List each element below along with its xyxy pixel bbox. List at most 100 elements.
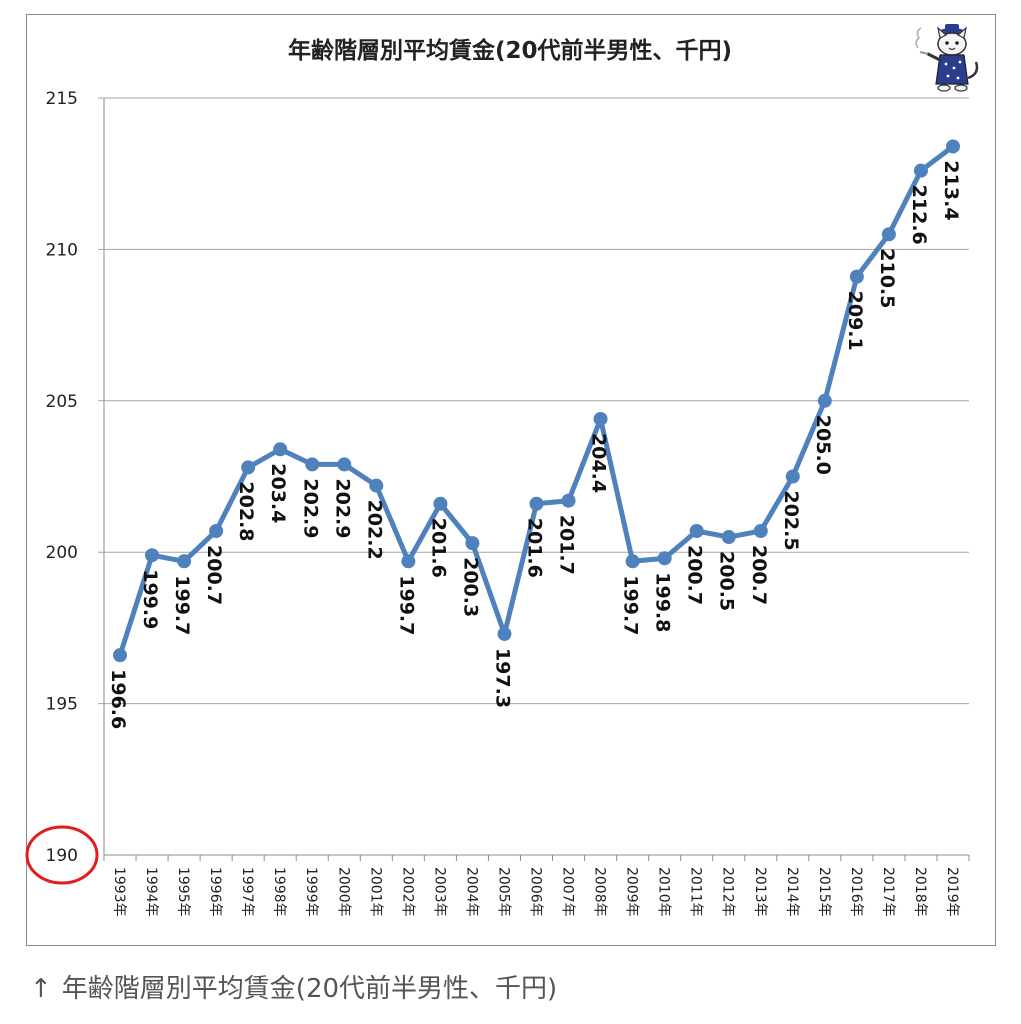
data-label: 199.7 xyxy=(620,575,642,635)
y-tick-label: 190 xyxy=(46,846,78,866)
x-tick-label: 2008年 xyxy=(592,867,608,917)
x-tick-label: 1993年 xyxy=(111,867,127,917)
chart-title: 年齢階層別平均賃金(20代前半男性、千円) xyxy=(288,37,732,64)
x-tick-label: 2013年 xyxy=(752,867,768,917)
data-label: 199.8 xyxy=(652,572,674,632)
cat-mascot-icon xyxy=(915,24,979,92)
data-label: 205.0 xyxy=(812,415,834,475)
y-tick-label: 210 xyxy=(46,240,78,260)
data-labels: 196.6 199.9 199.7 200.7 202.8 203.4 202.9 202.9… xyxy=(107,160,962,729)
x-tick-label: 2000年 xyxy=(335,867,351,917)
data-label: 201.6 xyxy=(524,518,546,578)
x-tick-label: 2015年 xyxy=(816,867,832,917)
data-label: 201.7 xyxy=(556,515,578,575)
y-tick-label: 200 xyxy=(46,543,78,563)
data-point xyxy=(113,648,128,663)
caption: ↑ 年齢階層別平均賃金(20代前半男性、千円) xyxy=(30,968,557,1005)
x-tick-label: 1994年 xyxy=(143,867,159,917)
highlight-circle xyxy=(25,825,99,885)
x-tick-label: 2006年 xyxy=(528,867,544,917)
data-label: 199.7 xyxy=(395,575,417,635)
axes: 190 195 200 205 210 215 1993年 1994年 1995年 1996年 19… xyxy=(46,89,970,917)
x-tick-label: 1999年 xyxy=(303,867,319,917)
x-tick-label: 2016年 xyxy=(848,867,864,917)
x-tick-label: 2007年 xyxy=(560,867,576,917)
data-label: 209.1 xyxy=(844,291,866,351)
annotations xyxy=(25,825,99,885)
data-label: 213.4 xyxy=(940,160,962,220)
x-tick-label: 2003年 xyxy=(431,867,447,917)
data-label: 202.5 xyxy=(780,491,802,551)
data-label: 203.4 xyxy=(267,463,289,523)
data-point xyxy=(305,457,320,472)
y-tick-label: 205 xyxy=(46,392,78,412)
data-label: 204.4 xyxy=(588,433,610,493)
data-point xyxy=(273,442,288,457)
x-tick-label: 2002年 xyxy=(399,867,415,917)
caption-text: 年齢階層別平均賃金(20代前半男性、千円) xyxy=(61,974,558,1004)
data-label: 199.7 xyxy=(171,575,193,635)
x-tick-label: 2010年 xyxy=(656,867,672,917)
data-point xyxy=(401,554,416,569)
data-label: 200.7 xyxy=(684,545,706,605)
data-point xyxy=(721,530,736,545)
x-tick-label: 1995年 xyxy=(175,867,191,917)
data-label: 202.2 xyxy=(363,500,385,560)
x-tick-label: 2017年 xyxy=(880,867,896,917)
data-label: 212.6 xyxy=(908,185,930,245)
up-arrow-icon: ↑ xyxy=(30,974,52,1004)
data-point xyxy=(529,496,544,511)
gridlines xyxy=(98,97,969,705)
data-point xyxy=(337,457,352,472)
data-point xyxy=(657,551,672,566)
data-point xyxy=(465,536,480,551)
data-label: 200.5 xyxy=(716,551,738,611)
data-point xyxy=(145,548,160,563)
data-label: 200.3 xyxy=(459,557,481,617)
data-label: 210.5 xyxy=(876,248,898,308)
x-tick-label: 1998年 xyxy=(271,867,287,917)
data-point xyxy=(881,227,896,242)
data-point xyxy=(241,460,256,475)
x-tick-label: 2011年 xyxy=(688,867,704,917)
data-point xyxy=(753,524,768,539)
data-point xyxy=(945,139,960,154)
data-point xyxy=(913,163,928,178)
data-label: 197.3 xyxy=(491,648,513,708)
series-layer xyxy=(113,139,960,663)
x-tick-label: 2012年 xyxy=(720,867,736,917)
line-chart: 年齢階層別平均賃金(20代前半男性、千円) 190 195 200 205 210 215… xyxy=(25,37,970,917)
x-tick-label: 2018年 xyxy=(912,867,928,917)
x-tick-label: 2005年 xyxy=(495,867,511,917)
y-tick-label: 195 xyxy=(46,695,78,715)
x-tick-label: 2009年 xyxy=(624,867,640,917)
x-tick-label: 1996年 xyxy=(207,867,223,917)
data-label: 200.7 xyxy=(203,545,225,605)
data-point xyxy=(817,393,832,408)
x-tick-label: 2014年 xyxy=(784,867,800,917)
data-label: 200.7 xyxy=(748,545,770,605)
chart-frame xyxy=(26,14,996,946)
data-point xyxy=(625,554,640,569)
x-tick-label: 2001年 xyxy=(367,867,383,917)
data-label: 202.9 xyxy=(299,478,321,538)
data-point xyxy=(369,478,384,493)
y-tick-label: 215 xyxy=(46,89,78,109)
data-point xyxy=(593,411,608,426)
x-tick-label: 2019年 xyxy=(944,867,960,917)
data-point xyxy=(785,469,800,484)
data-point xyxy=(497,626,512,641)
data-point xyxy=(433,496,448,511)
x-tick-label: 1997年 xyxy=(239,867,255,917)
data-label: 196.6 xyxy=(107,669,129,729)
data-label: 202.8 xyxy=(235,481,257,541)
data-label: 202.9 xyxy=(331,478,353,538)
data-point xyxy=(689,524,704,539)
data-point xyxy=(561,493,576,508)
x-tick-label: 2004年 xyxy=(463,867,479,917)
data-point xyxy=(177,554,192,569)
data-point xyxy=(209,524,224,539)
data-label: 201.6 xyxy=(427,518,449,578)
data-label: 199.9 xyxy=(139,569,161,629)
data-point xyxy=(849,269,864,284)
